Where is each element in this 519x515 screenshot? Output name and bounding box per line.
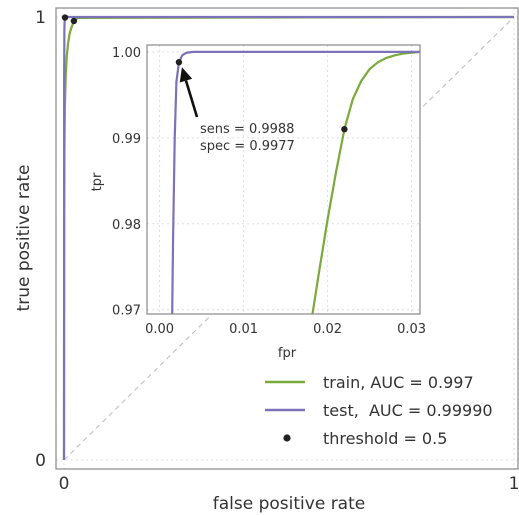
- inset-y-axis-label: tpr: [90, 172, 105, 191]
- inset-threshold-points: [175, 58, 348, 133]
- legend: train, AUC = 0.997 test, AUC = 0.99990 t…: [265, 373, 493, 448]
- main-y-ticks: 01: [35, 8, 46, 471]
- inset-threshold-point-0: [175, 58, 183, 66]
- main-y-tick-label-0: 0: [35, 451, 46, 471]
- inset-series-line-test: [171, 50, 420, 314]
- main-threshold-point-1: [70, 17, 78, 25]
- inset-y-tick-label-2: 0.99: [112, 132, 141, 147]
- inset-x-tick-label-0: 0.00: [145, 322, 174, 337]
- inset-series: [171, 50, 420, 314]
- legend-threshold-label: threshold = 0.5: [323, 429, 447, 448]
- inset-y-ticks: 0.97 0.98 0.99 1.00: [112, 46, 141, 319]
- main-threshold-point-0: [61, 14, 69, 21]
- inset-x-tick-label-1: 0.01: [229, 322, 258, 337]
- main-plot-frame: [55, 7, 519, 470]
- annotation-arrow-shaft: [184, 80, 199, 118]
- main-threshold-points: [61, 14, 78, 25]
- annotation-sens: sens = 0.9988: [200, 122, 294, 137]
- inset-threshold-point-1: [341, 126, 348, 133]
- inset-x-tick-label-3: 0.03: [397, 322, 426, 337]
- inset-x-tick-label-2: 0.02: [313, 322, 342, 337]
- main-y-tick-label-1: 1: [35, 8, 46, 28]
- legend-test-label: test, AUC = 0.99990: [323, 401, 493, 420]
- inset-y-tick-label-1: 0.98: [112, 218, 141, 233]
- annotation-arrow-head: [179, 67, 193, 83]
- annotation-arrow: [179, 67, 199, 118]
- inset-x-axis-label: fpr: [278, 346, 297, 361]
- inset-chart: 0.00 0.01 0.02 0.03 0.97 0.98 0.99 1.00 fpr tp…: [90, 44, 426, 361]
- legend-train-label: train, AUC = 0.997: [323, 373, 474, 392]
- inset-background: [147, 45, 420, 314]
- main-x-axis-label: false positive rate: [213, 494, 365, 514]
- inset-series-line-train: [311, 50, 420, 314]
- inset-y-tick-label-0: 0.97: [112, 304, 141, 319]
- main-y-axis-label: true positive rate: [14, 165, 34, 312]
- main-x-tick-label-1: 1: [509, 474, 519, 494]
- inset-x-ticks: 0.00 0.01 0.02 0.03: [145, 322, 426, 337]
- inset-plot-frame: [146, 44, 421, 315]
- inset-y-tick-label-3: 1.00: [112, 46, 141, 61]
- legend-threshold-marker: [283, 434, 291, 442]
- annotation-spec: spec = 0.9977: [200, 139, 295, 154]
- main-x-tick-label-0: 0: [59, 474, 70, 494]
